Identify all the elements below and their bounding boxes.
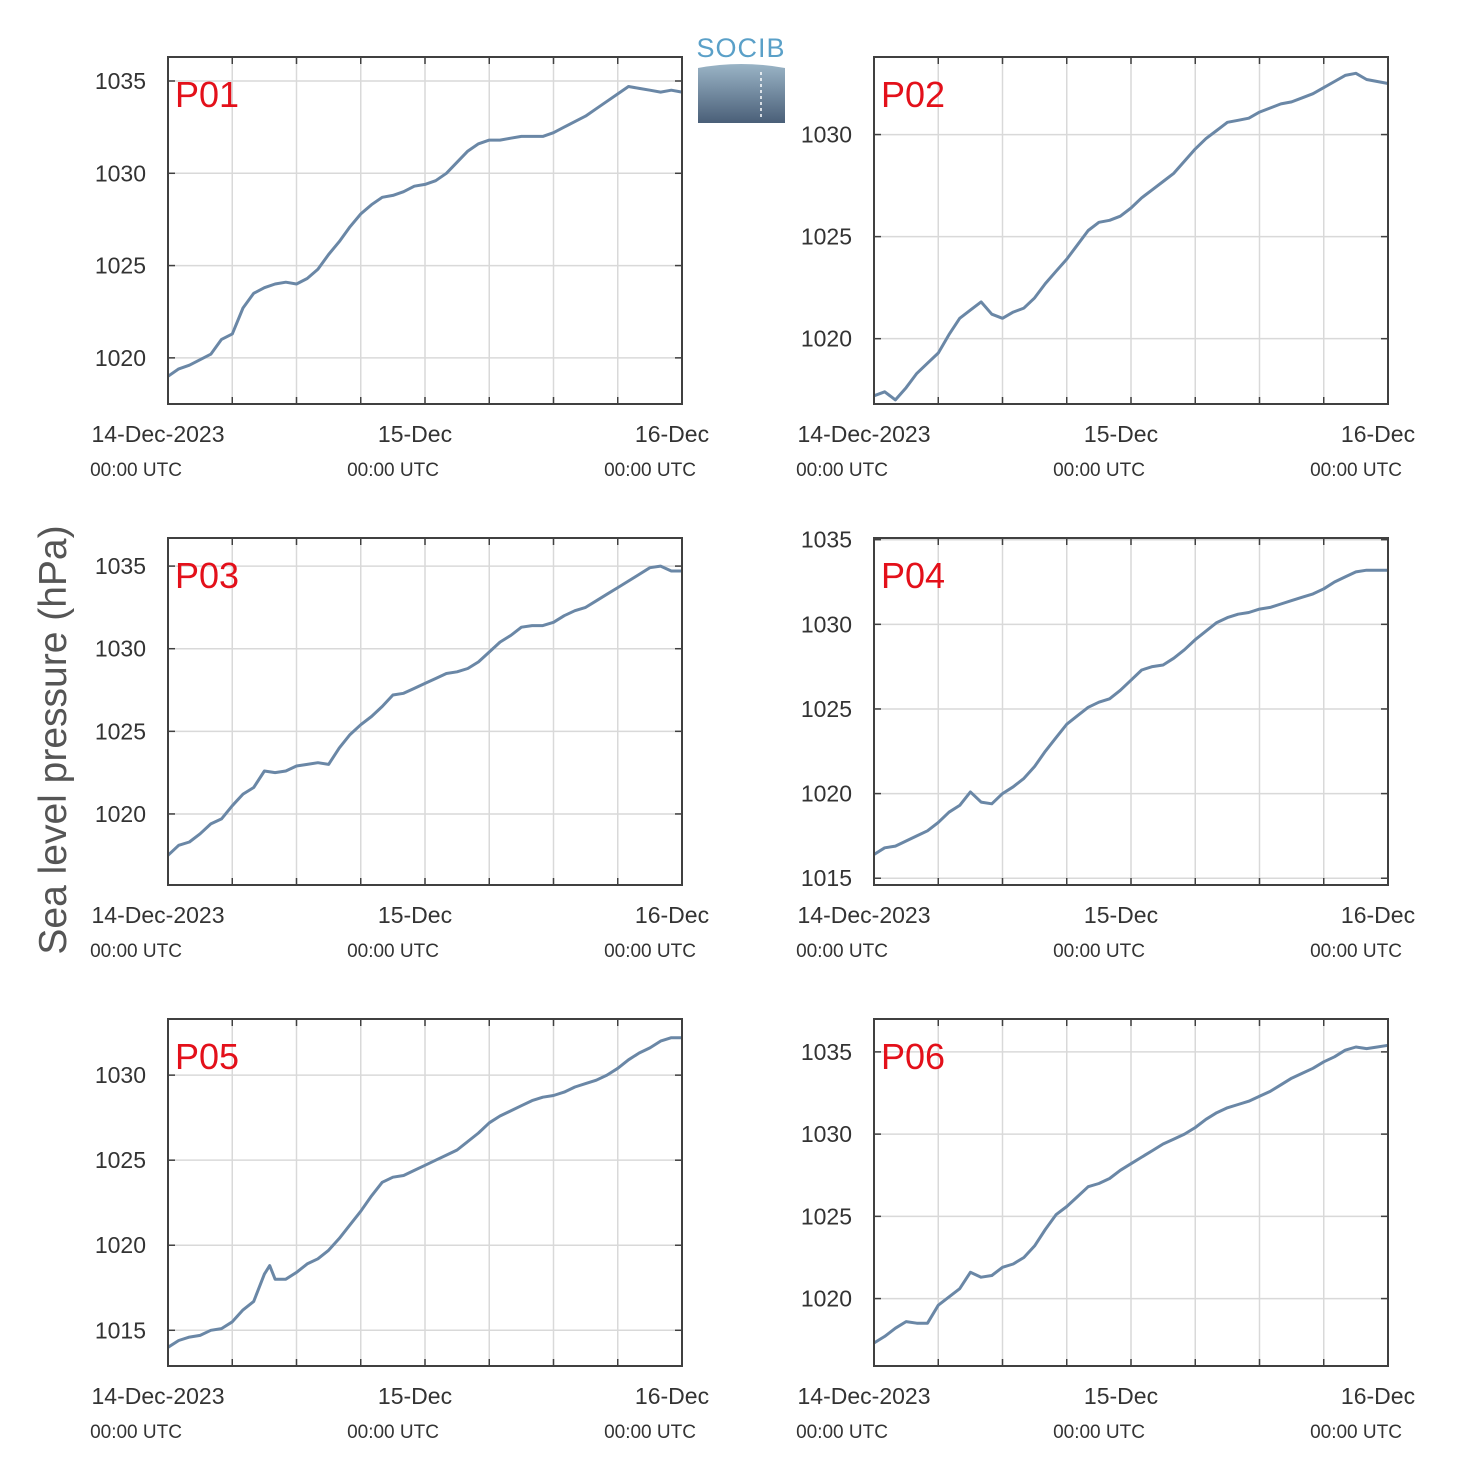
y-tick-label: 1020 <box>801 326 852 352</box>
x-tick-sublabel: 00:00 UTC <box>347 460 439 481</box>
logo-text: SOCIB <box>696 33 785 63</box>
x-tick-label: 15-Dec <box>1084 902 1158 928</box>
series-line-p06 <box>873 1043 1389 1345</box>
series-line-p01 <box>167 85 683 378</box>
x-tick-sublabel: 00:00 UTC <box>1053 1422 1145 1443</box>
y-tick-label: 1020 <box>801 781 852 807</box>
x-tick-sublabel: 00:00 UTC <box>604 1422 696 1443</box>
plot-frame <box>167 1018 683 1367</box>
x-tick-sublabel: 00:00 UTC <box>1310 1422 1402 1443</box>
x-tick-label: 16-Dec <box>1341 902 1415 928</box>
panel-p04: 1015 1020 1025 1030 1035 P04 14-Dec-2023 00:00 … <box>796 527 1415 962</box>
x-tick-label: 16-Dec <box>1341 421 1415 447</box>
series-line-p03 <box>166 564 682 857</box>
socib-logo: SOCIB <box>696 33 785 123</box>
y-tick-label: 1025 <box>95 718 146 744</box>
y-tick-label: 1035 <box>95 553 146 579</box>
x-tick-label: 16-Dec <box>1341 1383 1415 1409</box>
panel-p01: 1020 1025 1030 1035 P01 14-Dec-2023 00:00 UTC 1… <box>90 56 709 481</box>
y-tick-label: 1035 <box>95 68 146 94</box>
x-tick-label: 15-Dec <box>1084 421 1158 447</box>
x-tick-sublabel: 00:00 UTC <box>1310 460 1402 481</box>
x-tick-label: 14-Dec-2023 <box>798 1383 931 1409</box>
panel-label: P06 <box>881 1036 945 1077</box>
x-tick-sublabel: 00:00 UTC <box>90 460 182 481</box>
y-tick-label: 1020 <box>95 801 146 827</box>
x-tick-sublabel: 00:00 UTC <box>604 460 696 481</box>
plot-frame <box>167 537 683 886</box>
y-tick-label: 1030 <box>95 160 146 186</box>
panel-p02: 1020 1025 1030 P02 14-Dec-2023 00:00 UTC 15-De… <box>796 56 1415 481</box>
y-tick-label: 1030 <box>801 122 852 148</box>
series-line-p04 <box>873 568 1388 856</box>
y-tick-label: 1025 <box>95 1147 146 1173</box>
x-tick-label: 16-Dec <box>635 421 709 447</box>
y-axis-label: Sea level pressure (hPa) <box>32 525 75 954</box>
x-tick-label: 15-Dec <box>378 902 452 928</box>
y-tick-label: 1035 <box>801 1039 852 1065</box>
x-tick-label: 14-Dec-2023 <box>798 902 931 928</box>
y-tick-label: 1035 <box>801 527 852 553</box>
y-tick-label: 1025 <box>801 224 852 250</box>
x-tick-sublabel: 00:00 UTC <box>1310 941 1402 962</box>
x-tick-label: 14-Dec-2023 <box>92 1383 225 1409</box>
panel-label: P05 <box>175 1036 239 1077</box>
panel-p03: 1020 1025 1030 1035 P03 14-Dec-2023 00:00 UTC 1… <box>90 537 709 962</box>
x-tick-sublabel: 00:00 UTC <box>347 1422 439 1443</box>
y-tick-label: 1030 <box>95 636 146 662</box>
y-tick-label: 1020 <box>95 1232 146 1258</box>
x-tick-sublabel: 00:00 UTC <box>90 941 182 962</box>
x-tick-label: 14-Dec-2023 <box>798 421 931 447</box>
y-tick-label: 1020 <box>801 1286 852 1312</box>
plot-frame <box>873 1018 1389 1367</box>
y-tick-label: 1015 <box>95 1317 146 1343</box>
y-tick-label: 1030 <box>801 611 852 637</box>
x-tick-sublabel: 00:00 UTC <box>1053 941 1145 962</box>
x-tick-label: 16-Dec <box>635 902 709 928</box>
x-tick-sublabel: 00:00 UTC <box>347 941 439 962</box>
panel-label: P01 <box>175 74 239 115</box>
series-line-p05 <box>167 1036 682 1349</box>
panel-label: P03 <box>175 555 239 596</box>
x-tick-label: 15-Dec <box>378 1383 452 1409</box>
x-tick-label: 15-Dec <box>378 421 452 447</box>
panel-label: P02 <box>881 74 945 115</box>
x-tick-sublabel: 00:00 UTC <box>796 1422 888 1443</box>
plot-frame <box>167 56 683 405</box>
x-tick-sublabel: 00:00 UTC <box>604 941 696 962</box>
logo-emblem <box>698 64 785 123</box>
x-tick-label: 14-Dec-2023 <box>92 902 225 928</box>
x-tick-sublabel: 00:00 UTC <box>796 460 888 481</box>
x-tick-sublabel: 00:00 UTC <box>796 941 888 962</box>
plot-frame <box>873 56 1389 405</box>
y-tick-label: 1025 <box>801 1203 852 1229</box>
y-tick-label: 1025 <box>801 696 852 722</box>
y-tick-label: 1020 <box>95 345 146 371</box>
x-tick-sublabel: 00:00 UTC <box>1053 460 1145 481</box>
series-line-p02 <box>873 71 1389 402</box>
x-tick-sublabel: 00:00 UTC <box>90 1422 182 1443</box>
x-tick-label: 16-Dec <box>635 1383 709 1409</box>
y-tick-label: 1030 <box>95 1062 146 1088</box>
panel-p05: 1015 1020 1025 1030 P05 14-Dec-2023 00:00 UTC 1… <box>90 1018 709 1443</box>
y-tick-label: 1015 <box>801 865 852 891</box>
y-tick-label: 1030 <box>801 1121 852 1147</box>
panel-p06: 1020 1025 1030 1035 P06 14-Dec-2023 00:00 UTC 1… <box>796 1018 1415 1443</box>
y-tick-label: 1025 <box>95 253 146 279</box>
plot-frame <box>873 537 1389 886</box>
x-tick-label: 14-Dec-2023 <box>92 421 225 447</box>
x-tick-label: 15-Dec <box>1084 1383 1158 1409</box>
panel-label: P04 <box>881 555 945 596</box>
